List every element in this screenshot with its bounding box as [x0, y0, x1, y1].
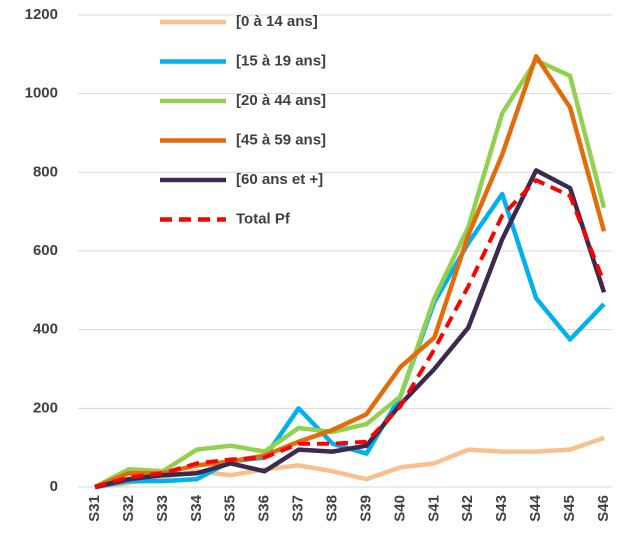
- y-tick-label: 800: [33, 163, 58, 180]
- x-tick-label: S35: [222, 495, 239, 522]
- x-tick-label: S31: [86, 495, 103, 522]
- series-line: [94, 191, 606, 490]
- legend-label: [20 à 44 ans]: [236, 92, 326, 109]
- x-tick-label: S39: [357, 495, 374, 522]
- series-line: [94, 168, 607, 490]
- x-tick-label: S32: [120, 495, 137, 522]
- y-tick-label: 400: [33, 321, 58, 338]
- legend-label: [45 à 59 ans]: [236, 131, 326, 148]
- x-tick-label: S43: [493, 495, 510, 522]
- y-tick-label: 1200: [25, 6, 58, 23]
- y-tick-label: 600: [33, 242, 58, 259]
- x-tick-label: S40: [391, 495, 408, 522]
- y-tick-label: 1000: [25, 85, 58, 102]
- x-tick-label: S38: [324, 495, 341, 522]
- x-tick-label: S34: [188, 494, 205, 521]
- legend-label: Total Pf: [236, 210, 291, 227]
- x-tick-label: S33: [154, 495, 171, 522]
- y-tick-label: 200: [33, 399, 58, 416]
- x-tick-label: S36: [256, 495, 273, 522]
- x-tick-label: S44: [527, 494, 544, 521]
- legend-label: [60 ans et +]: [236, 171, 323, 188]
- x-tick-label: S46: [595, 495, 612, 522]
- x-tick-label: S41: [425, 495, 442, 522]
- series-line: [94, 178, 606, 489]
- x-tick-label: S37: [290, 495, 307, 522]
- legend-label: [0 à 14 ans]: [236, 13, 318, 30]
- x-tick-label: S45: [561, 495, 578, 522]
- x-tick-label: S42: [459, 495, 476, 522]
- series-line: [93, 57, 607, 489]
- legend-label: [15 à 19 ans]: [236, 52, 326, 69]
- y-tick-label: 0: [50, 478, 58, 495]
